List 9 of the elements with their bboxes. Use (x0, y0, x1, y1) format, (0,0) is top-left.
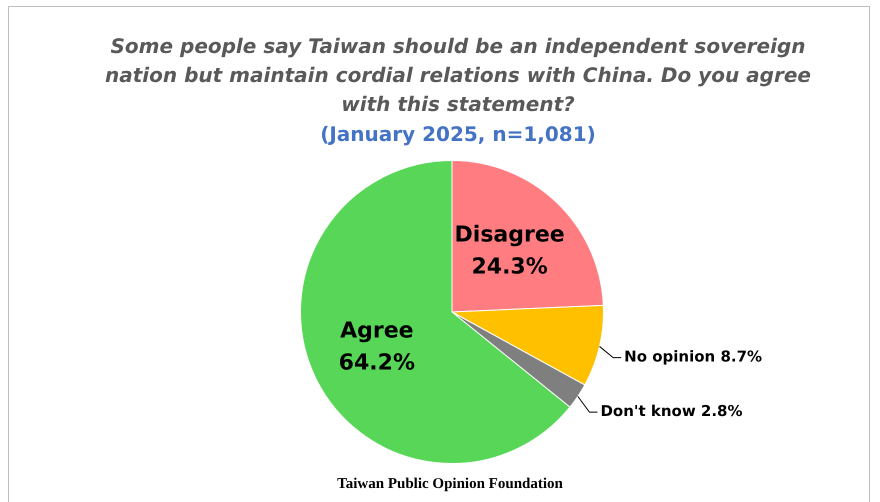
chart-subtitle: (January 2025, n=1,081) (319, 122, 597, 146)
slice-label: Don't know 2.8% (600, 402, 743, 420)
data-label: 24.3% (471, 254, 548, 280)
text: Taiwan Public Opinion Foundation (336, 476, 564, 493)
data-label: 64.2% (338, 350, 415, 376)
chart-title: Some people say Taiwan should be an independent sovereign nation but maintain cordial relations with China. Do you agree with this statement? (104, 33, 812, 118)
slice-label: No opinion 8.7% (624, 348, 762, 366)
slice-label: Agree (340, 318, 414, 344)
slice-label: Disagree (454, 222, 565, 248)
